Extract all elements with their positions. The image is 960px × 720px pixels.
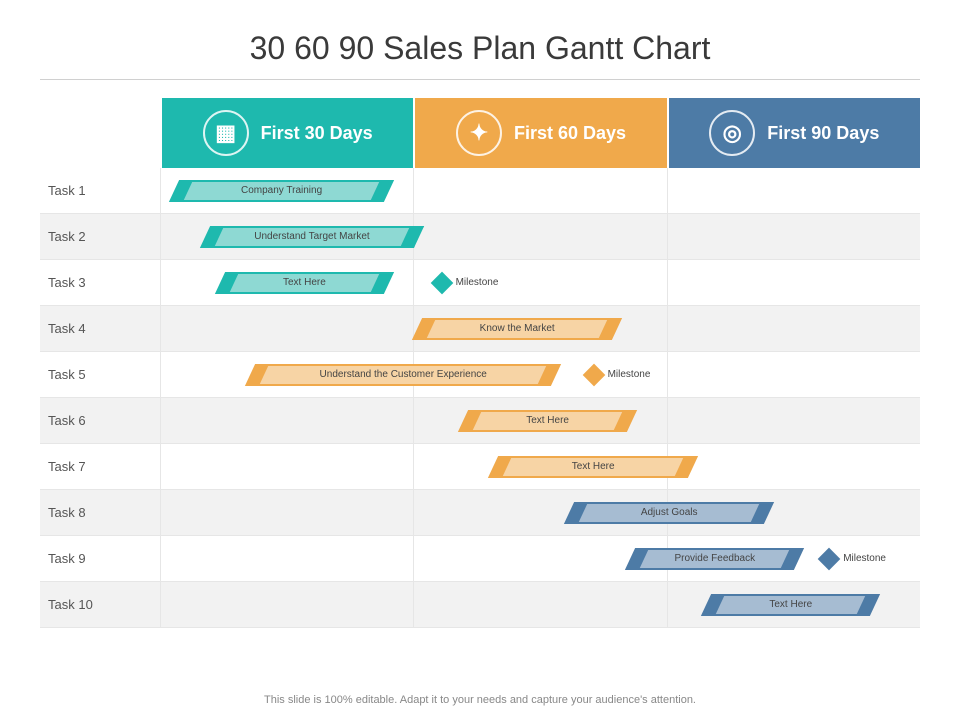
- gantt-header: ▦ First 30 Days ✦ First 60 Days ◎ First 90 Da…: [40, 98, 920, 168]
- gantt-bar: Provide Feedback: [631, 548, 798, 570]
- table-row: Task 7 Text Here: [40, 444, 920, 490]
- gantt-cells: Understand Target Market: [160, 214, 920, 259]
- header-spacer: [40, 98, 160, 168]
- diamond-icon: [582, 363, 605, 386]
- gantt-cell: [413, 168, 666, 213]
- gantt-cells: Provide Feedback Milestone: [160, 536, 920, 581]
- gantt-cell: [413, 582, 666, 627]
- gantt-cell: [160, 444, 413, 489]
- footer-note: This slide is 100% editable. Adapt it to…: [0, 694, 960, 706]
- milestone-label: Milestone: [608, 369, 651, 380]
- milestone: Milestone: [821, 551, 886, 567]
- gantt-bar: Text Here: [494, 456, 692, 478]
- gantt-bar-label: Adjust Goals: [637, 507, 702, 518]
- gantt-bar-label: Know the Market: [476, 323, 559, 334]
- gantt-cells: Text Here Milestone: [160, 260, 920, 305]
- diamond-icon: [430, 271, 453, 294]
- gantt-bar-label: Understand the Customer Experience: [316, 369, 491, 380]
- milestone: Milestone: [586, 367, 651, 383]
- gantt-bar: Text Here: [707, 594, 874, 616]
- task-label: Task 1: [40, 168, 160, 213]
- table-row: Task 2 Understand Target Market: [40, 214, 920, 260]
- phase-header-2: ✦ First 60 Days: [413, 98, 666, 168]
- table-row: Task 5Understand the Customer Experience…: [40, 352, 920, 398]
- gantt-cell: [413, 536, 666, 581]
- task-label: Task 9: [40, 536, 160, 581]
- gantt-cells: Adjust Goals: [160, 490, 920, 535]
- phase-label: First 90 Days: [767, 123, 879, 144]
- table-row: Task 3 Text Here Milestone: [40, 260, 920, 306]
- milestone-label: Milestone: [843, 553, 886, 564]
- gantt-cells: Company Training: [160, 168, 920, 213]
- table-row: Task 4 Know the Market: [40, 306, 920, 352]
- gantt-cells: Text Here: [160, 582, 920, 627]
- phase-header-1: ▦ First 30 Days: [160, 98, 413, 168]
- gantt-cell: [160, 398, 413, 443]
- task-label: Task 10: [40, 582, 160, 627]
- gantt-bar-label: Company Training: [237, 185, 326, 196]
- phase-label: First 30 Days: [261, 123, 373, 144]
- gantt-bar: Know the Market: [418, 318, 616, 340]
- gantt-cell: [667, 260, 920, 305]
- gantt-bar-label: Text Here: [522, 415, 573, 426]
- gantt-cell: [667, 306, 920, 351]
- gantt-bar: Text Here: [221, 272, 388, 294]
- task-label: Task 2: [40, 214, 160, 259]
- slide: 30 60 90 Sales Plan Gantt Chart ▦ First 3…: [0, 0, 960, 720]
- gantt-bar-label: Text Here: [279, 277, 330, 288]
- target-icon: ◎: [709, 110, 755, 156]
- gantt-bar: Understand Target Market: [206, 226, 419, 248]
- gantt-cell: [667, 444, 920, 489]
- table-row: Task 8 Adjust Goals: [40, 490, 920, 536]
- gantt-cells: Understand the Customer Experience Milest…: [160, 352, 920, 397]
- gantt-cell: [667, 352, 920, 397]
- gantt-cell: [667, 398, 920, 443]
- gantt-bar-label: Provide Feedback: [670, 553, 759, 564]
- table-row: Task 6 Text Here: [40, 398, 920, 444]
- task-label: Task 5: [40, 352, 160, 397]
- gantt-body: Task 1 Company Training Task 2 Understand T…: [40, 168, 920, 628]
- gantt-cell: [667, 168, 920, 213]
- gantt-bar: Understand the Customer Experience: [251, 364, 555, 386]
- gantt-bar-label: Text Here: [568, 461, 619, 472]
- milestone: Milestone: [434, 275, 499, 291]
- gantt-cell: [667, 214, 920, 259]
- table-row: Task 1 Company Training: [40, 168, 920, 214]
- gantt-cell: [160, 306, 413, 351]
- table-row: Task 9 Provide Feedback Milestone: [40, 536, 920, 582]
- milestone-label: Milestone: [456, 277, 499, 288]
- gantt-bar-label: Understand Target Market: [250, 231, 373, 242]
- task-label: Task 4: [40, 306, 160, 351]
- phase-header-3: ◎ First 90 Days: [667, 98, 920, 168]
- gantt-cells: Text Here: [160, 444, 920, 489]
- presentation-icon: ▦: [203, 110, 249, 156]
- task-label: Task 6: [40, 398, 160, 443]
- table-row: Task 10 Text Here: [40, 582, 920, 628]
- gantt-bar: Text Here: [464, 410, 631, 432]
- gantt-cells: Know the Market: [160, 306, 920, 351]
- gantt-cell: [413, 214, 666, 259]
- task-label: Task 8: [40, 490, 160, 535]
- page-title: 30 60 90 Sales Plan Gantt Chart: [40, 30, 920, 80]
- task-label: Task 7: [40, 444, 160, 489]
- gantt-cell: [160, 582, 413, 627]
- diamond-icon: [818, 547, 841, 570]
- handshake-icon: ✦: [456, 110, 502, 156]
- gantt-cell: [160, 490, 413, 535]
- gantt-bar-label: Text Here: [765, 599, 816, 610]
- task-label: Task 3: [40, 260, 160, 305]
- gantt-cells: Text Here: [160, 398, 920, 443]
- gantt-bar: Company Training: [175, 180, 388, 202]
- gantt-cell: [160, 536, 413, 581]
- gantt-chart: ▦ First 30 Days ✦ First 60 Days ◎ First 90 Da…: [40, 98, 920, 628]
- phase-label: First 60 Days: [514, 123, 626, 144]
- gantt-bar: Adjust Goals: [570, 502, 768, 524]
